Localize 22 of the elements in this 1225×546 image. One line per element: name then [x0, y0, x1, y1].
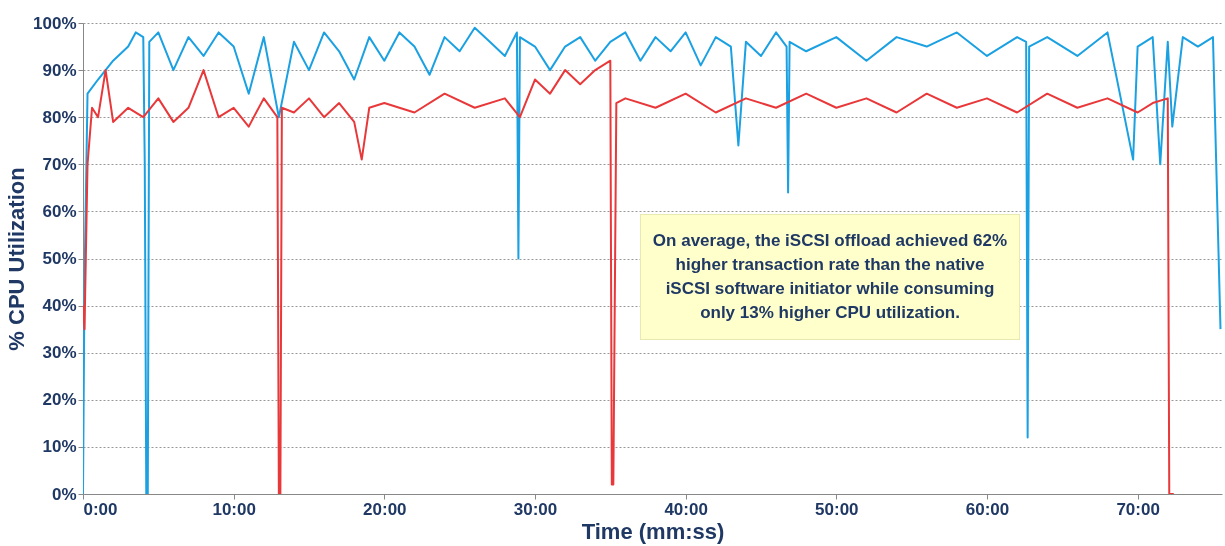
- y-tick-label: 20%: [42, 390, 77, 410]
- y-tick-label: 10%: [42, 437, 77, 457]
- annotation: On average, the iSCSI offload achieved 62% higher transaction rate than the native iSCSI software initiator while consuming only 13% higher CPU utilization.: [640, 214, 1020, 340]
- y-tick-label: 90%: [42, 60, 77, 80]
- x-tick-label: 0:00: [83, 499, 118, 519]
- y-tick-label: 70%: [42, 154, 77, 174]
- x-tick-label: 20:00: [363, 499, 407, 519]
- y-tick-label: 60%: [42, 201, 77, 221]
- x-axis-title: Time (mm:ss): [581, 518, 725, 544]
- y-tick-label: 40%: [42, 296, 77, 316]
- y-tick-label: 30%: [42, 343, 77, 363]
- y-tick-label: 50%: [42, 249, 77, 268]
- x-tick-label: 50:00: [815, 499, 859, 519]
- y-tick-label: 100%: [33, 13, 77, 33]
- y-tick-label: 80%: [42, 107, 77, 127]
- x-tick-label: 40:00: [664, 499, 708, 519]
- x-tick-label: 70:00: [1116, 499, 1160, 519]
- x-tick-label: 30:00: [513, 499, 558, 519]
- x-tick-label: 60:00: [965, 499, 1010, 519]
- y-axis-title: % CPU Utilization: [4, 167, 30, 351]
- x-tick-label: 10:00: [212, 499, 256, 519]
- y-tick-label: 0%: [51, 484, 77, 504]
